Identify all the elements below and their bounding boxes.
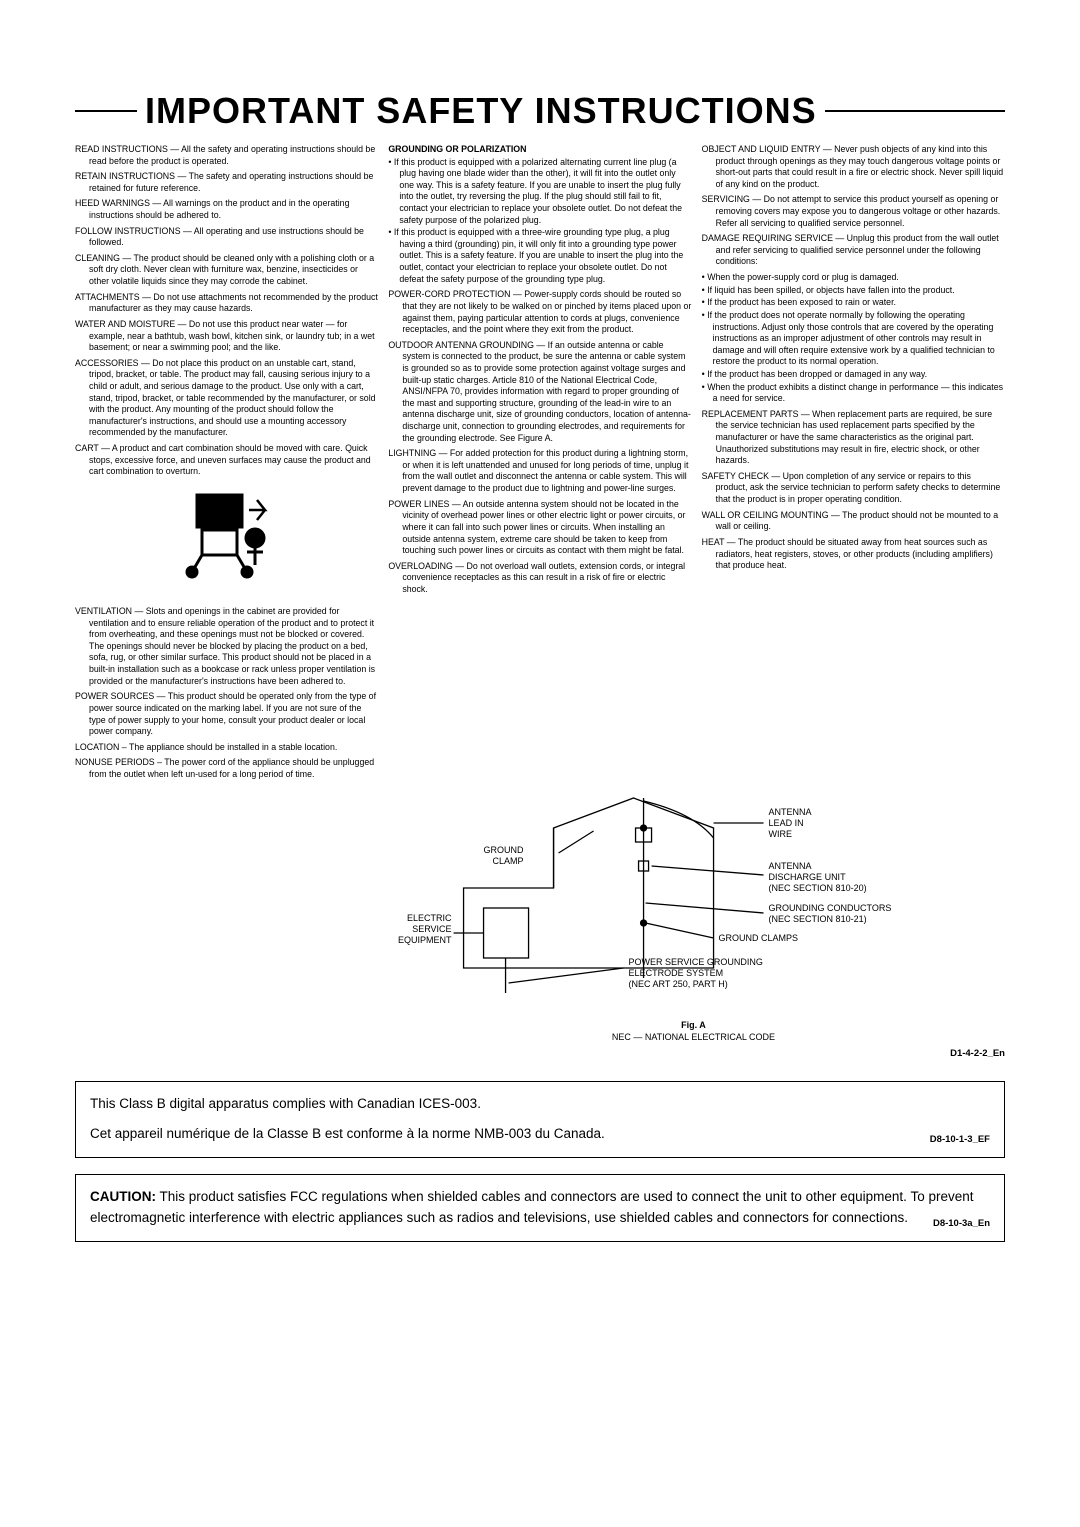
fcc-caution: CAUTION: This product satisfies FCC regu… xyxy=(75,1174,1005,1242)
damage-requiring-service: DAMAGE REQUIRING SERVICE — Unplug this p… xyxy=(702,233,1005,268)
safety-check: SAFETY CHECK — Upon completion of any se… xyxy=(702,471,1005,506)
doc-code-2: D8-10-1-3_EF xyxy=(930,1133,990,1148)
svg-text:(NEC ART 250, PART H): (NEC ART 250, PART H) xyxy=(628,979,727,989)
heed-warnings: HEED WARNINGS — All warnings on the prod… xyxy=(75,198,378,221)
heat: HEAT — The product should be situated aw… xyxy=(702,537,1005,572)
svg-text:ELECTRIC: ELECTRIC xyxy=(407,913,452,923)
page-title: IMPORTANT SAFETY INSTRUCTIONS xyxy=(137,90,825,132)
column-2: GROUNDING OR POLARIZATION If this produc… xyxy=(388,144,691,785)
retain-instructions: RETAIN INSTRUCTIONS — The safety and ope… xyxy=(75,171,378,194)
lightning: LIGHTNING — For added protection for thi… xyxy=(388,448,691,494)
power-cord-protection: POWER-CORD PROTECTION — Power-supply cor… xyxy=(388,289,691,335)
ices-line-fr: Cet appareil numérique de la Classe B es… xyxy=(90,1124,990,1145)
figure-caption: Fig. A xyxy=(382,1020,1005,1030)
damage-conditions-list: When the power-supply cord or plug is da… xyxy=(702,272,1005,405)
replacement-parts: REPLACEMENT PARTS — When replacement par… xyxy=(702,409,1005,467)
grounding-heading: GROUNDING OR POLARIZATION xyxy=(388,144,691,156)
object-liquid-entry: OBJECT AND LIQUID ENTRY — Never push obj… xyxy=(702,144,1005,190)
damage-operation: If the product does not operate normally… xyxy=(702,310,1005,368)
water-moisture: WATER AND MOISTURE — Do not use this pro… xyxy=(75,319,378,354)
ventilation: VENTILATION — Slots and openings in the … xyxy=(75,606,378,687)
attachments: ATTACHMENTS — Do not use attachments not… xyxy=(75,292,378,315)
caution-text: This product satisfies FCC regulations w… xyxy=(90,1189,973,1225)
read-instructions: READ INSTRUCTIONS — All the safety and o… xyxy=(75,144,378,167)
svg-text:CLAMP: CLAMP xyxy=(492,856,523,866)
grounding-list: If this product is equipped with a polar… xyxy=(388,157,691,286)
damage-rain: If the product has been exposed to rain … xyxy=(702,297,1005,309)
column-1: READ INSTRUCTIONS — All the safety and o… xyxy=(75,144,378,785)
nonuse-periods: NONUSE PERIODS – The power cord of the a… xyxy=(75,757,378,780)
wall-ceiling-mounting: WALL OR CEILING MOUNTING — The product s… xyxy=(702,510,1005,533)
svg-text:GROUND: GROUND xyxy=(483,845,523,855)
cart-warning-icon xyxy=(75,490,378,592)
svg-text:DISCHARGE UNIT: DISCHARGE UNIT xyxy=(768,872,846,882)
svg-text:ANTENNA: ANTENNA xyxy=(768,807,811,817)
grounding-diagram: ANTENNA LEAD IN WIRE GROUND CLAMP ANTENN… xyxy=(382,793,1005,1059)
damage-cord: When the power-supply cord or plug is da… xyxy=(702,272,1005,284)
damage-liquid: If liquid has been spilled, or objects h… xyxy=(702,285,1005,297)
svg-text:ELECTRODE SYSTEM: ELECTRODE SYSTEM xyxy=(628,968,723,978)
damage-dropped: If the product has been dropped or damag… xyxy=(702,369,1005,381)
svg-text:GROUNDING CONDUCTORS: GROUNDING CONDUCTORS xyxy=(768,903,891,913)
grounding-polarized: If this product is equipped with a polar… xyxy=(388,157,691,227)
caution-label: CAUTION: xyxy=(90,1189,156,1204)
overloading: OVERLOADING — Do not overload wall outle… xyxy=(388,561,691,596)
svg-text:POWER SERVICE GROUNDING: POWER SERVICE GROUNDING xyxy=(628,957,762,967)
grounding-three-wire: If this product is equipped with a three… xyxy=(388,227,691,285)
outdoor-antenna-grounding: OUTDOOR ANTENNA GROUNDING — If an outsid… xyxy=(388,340,691,444)
power-sources: POWER SOURCES — This product should be o… xyxy=(75,691,378,737)
nec-definition: NEC — NATIONAL ELECTRICAL CODE xyxy=(382,1032,1005,1042)
svg-text:SERVICE: SERVICE xyxy=(412,924,451,934)
doc-code-3: D8-10-3a_En xyxy=(933,1217,990,1232)
svg-text:ANTENNA: ANTENNA xyxy=(768,861,811,871)
doc-code-1: D1-4-2-2_En xyxy=(382,1048,1005,1059)
power-lines: POWER LINES — An outside antenna system … xyxy=(388,499,691,557)
svg-text:GROUND CLAMPS: GROUND CLAMPS xyxy=(718,933,798,943)
rule-right xyxy=(825,110,1005,112)
ices-line-en: This Class B digital apparatus complies … xyxy=(90,1094,990,1115)
damage-performance: When the product exhibits a distinct cha… xyxy=(702,382,1005,405)
svg-text:(NEC SECTION 810-21): (NEC SECTION 810-21) xyxy=(768,914,866,924)
svg-text:LEAD IN: LEAD IN xyxy=(768,818,803,828)
location: LOCATION – The appliance should be insta… xyxy=(75,742,378,754)
accessories: ACCESSORIES — Do not place this product … xyxy=(75,358,378,439)
canadian-notice: This Class B digital apparatus complies … xyxy=(75,1081,1005,1159)
cart: CART — A product and cart combination sh… xyxy=(75,443,378,478)
cleaning: CLEANING — The product should be cleaned… xyxy=(75,253,378,288)
rule-left xyxy=(75,110,137,112)
follow-instructions: FOLLOW INSTRUCTIONS — All operating and … xyxy=(75,226,378,249)
servicing: SERVICING — Do not attempt to service th… xyxy=(702,194,1005,229)
svg-text:WIRE: WIRE xyxy=(768,829,792,839)
svg-text:EQUIPMENT: EQUIPMENT xyxy=(398,935,452,945)
column-3: OBJECT AND LIQUID ENTRY — Never push obj… xyxy=(702,144,1005,785)
svg-text:(NEC SECTION 810-20): (NEC SECTION 810-20) xyxy=(768,883,866,893)
title-bar: IMPORTANT SAFETY INSTRUCTIONS xyxy=(75,90,1005,132)
instruction-columns: READ INSTRUCTIONS — All the safety and o… xyxy=(75,144,1005,785)
